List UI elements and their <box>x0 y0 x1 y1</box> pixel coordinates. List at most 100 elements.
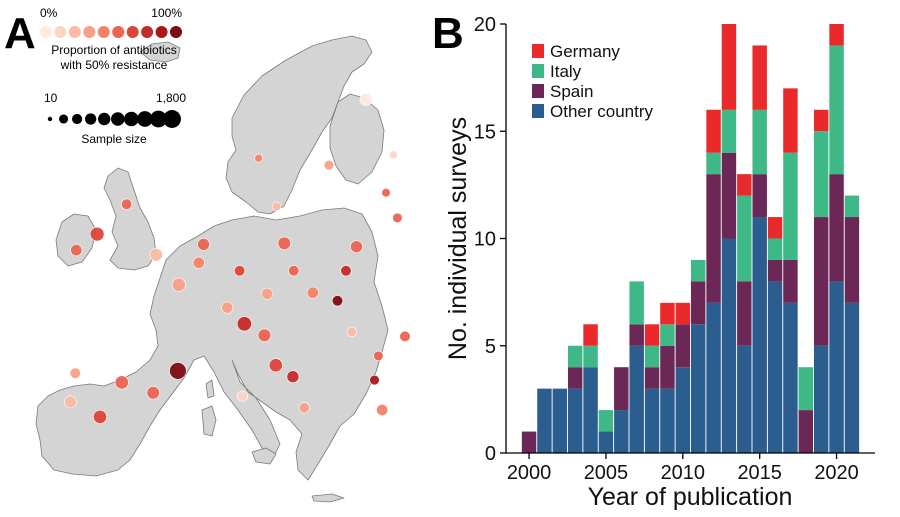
bar-segment <box>829 281 844 453</box>
legend-label: Italy <box>550 62 582 81</box>
color-legend-swatches <box>40 26 182 38</box>
panel-a-map: A 0% 100% Proportion of antibiotics with… <box>4 6 411 503</box>
bar-segment <box>813 109 829 132</box>
europe-map <box>35 35 389 503</box>
bar-segment <box>567 388 583 453</box>
map-point <box>376 404 389 416</box>
size-legend-swatch <box>124 111 139 127</box>
bar-segment <box>752 109 767 175</box>
legend-label: Other country <box>550 102 653 121</box>
map-point <box>169 362 187 380</box>
sicily-land <box>251 447 277 465</box>
bar-segment <box>752 217 767 453</box>
panel-a-letter: A <box>4 9 36 58</box>
map-point <box>149 248 163 262</box>
x-tick-label: 2005 <box>584 462 629 484</box>
map-point <box>69 367 81 379</box>
bar-segment <box>660 388 675 453</box>
size-legend-swatch <box>47 116 53 122</box>
y-tick-label: 0 <box>485 443 496 465</box>
map-point <box>331 295 344 307</box>
bar-segment <box>706 174 721 303</box>
map-point <box>64 395 77 409</box>
bar-segment <box>721 238 737 453</box>
color-legend-swatch <box>40 26 52 38</box>
map-point <box>298 402 310 414</box>
bar-segment <box>598 431 614 453</box>
x-tick-label: 2015 <box>737 462 782 484</box>
map-point <box>381 188 391 198</box>
x-ticks: 2000 2005 2010 2015 2020 <box>507 453 859 484</box>
color-legend-swatch <box>141 26 154 38</box>
bar-segment <box>660 302 675 325</box>
color-legend-min-label: 0% <box>40 6 58 20</box>
size-legend-swatch <box>72 113 83 125</box>
bar-segment <box>690 324 706 453</box>
bar-segment <box>644 388 660 453</box>
map-point <box>192 256 205 269</box>
bar-segment <box>644 345 660 368</box>
bar-segment <box>675 367 691 453</box>
bar-segment <box>813 217 829 346</box>
bar-segment <box>644 324 660 346</box>
legend-swatch <box>532 104 544 118</box>
map-points <box>64 93 411 424</box>
size-legend-swatch <box>111 112 125 126</box>
great-britain-land <box>103 167 157 271</box>
bar-segment <box>767 259 783 282</box>
legend-swatch <box>532 84 544 98</box>
legend-swatch <box>532 44 544 58</box>
map-point <box>389 150 398 160</box>
map-point <box>257 328 272 342</box>
map-point <box>236 390 249 402</box>
bar-segment <box>844 195 860 218</box>
map-legend: 0% 100% Proportion of antibiotics with 5… <box>40 6 186 146</box>
size-legend-swatch <box>59 114 69 124</box>
color-legend-swatch <box>170 26 182 38</box>
map-point <box>197 238 210 251</box>
bar-segment <box>660 324 675 346</box>
bar-segment <box>629 345 644 453</box>
color-legend-max-label: 100% <box>151 6 182 20</box>
bars <box>521 24 860 453</box>
map-point <box>70 244 83 257</box>
bar-segment <box>829 24 844 46</box>
bar-segment <box>598 410 614 432</box>
x-axis-label: Year of publication <box>588 483 793 511</box>
map-point <box>399 330 411 343</box>
size-legend-swatch <box>163 110 181 128</box>
bar-segment <box>721 24 737 110</box>
map-point <box>261 287 274 300</box>
bar-segment <box>552 388 568 453</box>
bar-segment <box>583 324 598 346</box>
bar-segment <box>737 195 752 282</box>
bar-segment <box>567 367 583 389</box>
color-legend-swatch <box>97 26 110 38</box>
y-ticks: 0 5 10 15 20 <box>474 14 506 465</box>
panel-b-chart: B 0 5 10 15 20 2000 2005 2010 2015 2020 No. indi… <box>432 9 875 511</box>
map-point <box>234 265 246 277</box>
bar-segment <box>767 281 783 453</box>
bar-segment <box>767 238 783 260</box>
bar-segment <box>629 324 644 346</box>
bar-segment <box>737 281 752 346</box>
size-legend-swatch <box>137 111 153 127</box>
map-point <box>392 212 403 224</box>
bar-segment <box>644 367 660 389</box>
map-point <box>277 236 291 250</box>
color-legend-swatch <box>68 26 81 38</box>
size-legend-swatch <box>150 110 167 128</box>
map-point <box>146 386 160 400</box>
x-tick-label: 2000 <box>507 462 552 484</box>
bar-segment <box>675 302 691 325</box>
map-point <box>373 350 384 362</box>
legend-label: Germany <box>550 42 620 61</box>
bar-segment <box>706 302 721 453</box>
size-legend-min-label: 10 <box>44 91 58 105</box>
bar-segment <box>721 152 737 239</box>
bar-segment <box>844 217 860 303</box>
map-point <box>268 358 283 373</box>
finland-land <box>329 93 385 185</box>
bar-segment <box>614 410 629 453</box>
